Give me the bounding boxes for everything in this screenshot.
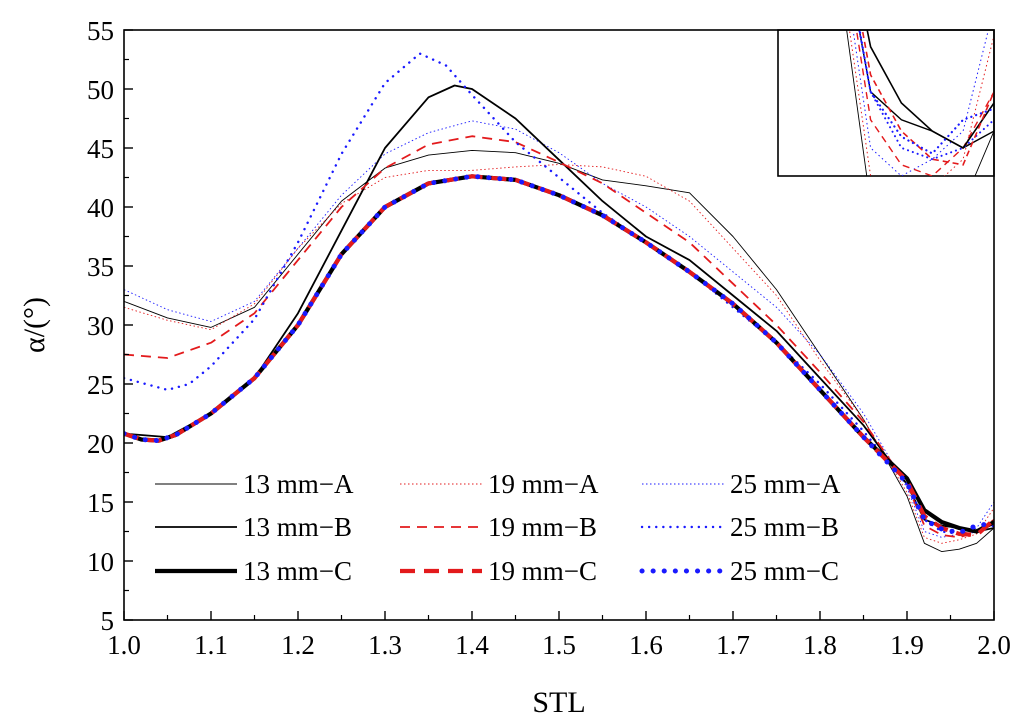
x-tick-label: 1.0 — [107, 630, 141, 660]
legend-label-25-mm-c: 25 mm−C — [730, 556, 839, 586]
axis-layer: 1.0 1.1 1.2 1.3 1.4 1.5 1.6 1.7 1.8 1.9 2.0 5 10 15 20… — [87, 16, 1011, 660]
x-tick-label: 1.1 — [194, 630, 228, 660]
legend-label-19-mm-b: 19 mm−B — [488, 512, 597, 542]
y-tick-label: 50 — [87, 75, 114, 105]
legend-label-25-mm-a: 25 mm−A — [730, 469, 841, 499]
series-line-19-mm-b — [124, 135, 994, 539]
x-tick-label: 1.9 — [890, 630, 924, 660]
inset-line-25-mm-c — [858, 30, 994, 155]
inset-line-25-mm-b — [858, 30, 994, 161]
series-line-13-mm-a — [124, 149, 994, 553]
legend-label-13-mm-c: 13 mm−C — [243, 556, 352, 586]
y-axis-label: α/(°) — [18, 297, 51, 353]
inset — [777, 29, 995, 177]
y-tick-label: 5 — [101, 606, 115, 636]
legend-label-13-mm-a: 13 mm−A — [243, 469, 354, 499]
legend: 13 mm−A 19 mm−A 25 mm−A 13 mm−B 19 mm−B 25 mm… — [155, 469, 841, 586]
x-tick-label: 2.0 — [977, 630, 1011, 660]
x-tick-label: 1.3 — [368, 630, 402, 660]
y-tick-label: 35 — [87, 252, 114, 282]
legend-label-19-mm-c: 19 mm−C — [488, 556, 597, 586]
inset-line-25-mm-a — [852, 30, 989, 176]
y-tick-label: 10 — [87, 547, 114, 577]
series-layer — [124, 52, 994, 553]
x-tick-label: 1.7 — [716, 630, 750, 660]
y-tick-label: 30 — [87, 311, 114, 341]
series-line-19-mm-a — [124, 164, 994, 544]
series-line-13-mm-b — [124, 84, 994, 533]
x-tick-label: 1.6 — [629, 630, 663, 660]
x-tick-label: 1.2 — [281, 630, 315, 660]
x-axis-label: STL — [532, 686, 585, 719]
legend-label-25-mm-b: 25 mm−B — [730, 512, 839, 542]
inset-line-19-mm-c — [861, 30, 994, 166]
y-tick-label: 55 — [87, 16, 114, 46]
y-tick-label: 25 — [87, 370, 114, 400]
legend-label-19-mm-a: 19 mm−A — [488, 469, 599, 499]
legend-label-13-mm-b: 13 mm−B — [243, 512, 352, 542]
y-tick-label: 20 — [87, 429, 114, 459]
x-tick-label: 1.8 — [803, 630, 837, 660]
y-tick-label: 40 — [87, 193, 114, 223]
y-tick-label: 15 — [87, 488, 114, 518]
inset-line-19-mm-b — [855, 30, 994, 176]
series-line-19-mm-c — [124, 174, 994, 538]
x-tick-label: 1.5 — [542, 630, 576, 660]
x-tick-label: 1.4 — [455, 630, 489, 660]
y-tick-label: 45 — [87, 134, 114, 164]
